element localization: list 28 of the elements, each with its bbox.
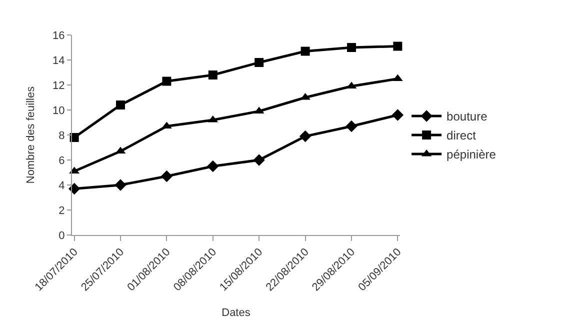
point [253, 154, 265, 166]
point [393, 42, 402, 51]
point [300, 46, 310, 56]
point [254, 58, 264, 67]
y-tick-label: 14 [52, 54, 65, 67]
point [392, 109, 404, 121]
point [207, 160, 219, 172]
point [346, 43, 356, 52]
y-tick-label: 6 [58, 154, 65, 167]
legend-label: direct [446, 128, 477, 143]
y-tick-label: 4 [58, 180, 65, 192]
point [299, 130, 312, 142]
point [208, 70, 218, 80]
y-axis-title: Nombre des feuilles [25, 86, 38, 184]
y-tick-label: 16 [52, 30, 65, 42]
x-axis-title: Dates [222, 306, 251, 319]
y-tick-label: 12 [52, 80, 65, 92]
y-tick-label: 0 [58, 230, 65, 242]
y-tick-label: 8 [58, 130, 65, 142]
legend-label: pépinière [446, 148, 496, 162]
y-tick-label: 2 [58, 204, 65, 217]
point [162, 76, 172, 86]
point [346, 120, 358, 132]
point [116, 100, 126, 110]
point [114, 179, 126, 191]
y-tick-label: 10 [52, 104, 65, 117]
legend-label: bouture [446, 110, 488, 124]
point [160, 170, 173, 182]
